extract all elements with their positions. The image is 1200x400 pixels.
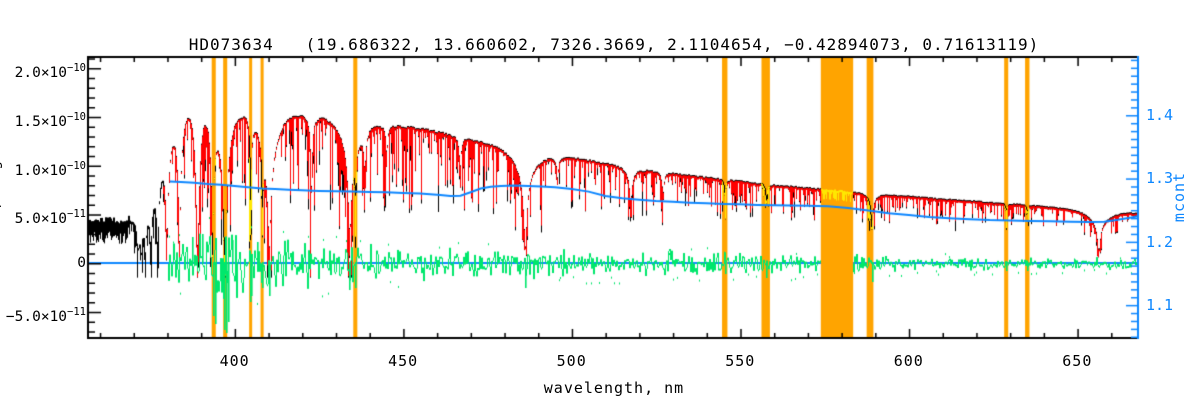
y-right-tick-label: 1.1 xyxy=(1146,295,1174,314)
y-right-tick-label: 1.3 xyxy=(1146,169,1174,188)
y-axis-left-label-clipped: flux, ergs xyxy=(0,149,3,251)
y-left-tick-label: −5.0×10−11 xyxy=(5,305,86,325)
y-left-tick-label: 0 xyxy=(77,255,86,272)
x-tick-label: 400 xyxy=(219,352,250,370)
x-tick-label: 450 xyxy=(388,352,419,370)
x-tick-label: 500 xyxy=(556,352,587,370)
y-left-tick-label: 2.0×10−10 xyxy=(14,62,86,81)
y-left-tick-label: 5.0×10−11 xyxy=(14,208,86,228)
x-axis-label: wavelength, nm xyxy=(543,379,685,397)
y-right-tick-label: 1.2 xyxy=(1146,232,1174,251)
x-tick-label: 600 xyxy=(893,352,924,370)
y-axis-right-label: mcont xyxy=(1170,171,1188,223)
y-right-tick-label: 1.4 xyxy=(1146,106,1174,125)
x-tick-label: 550 xyxy=(725,352,756,370)
x-tick-label: 650 xyxy=(1062,352,1093,370)
y-left-tick-label: 1.0×10−10 xyxy=(14,159,86,179)
plot-title: HD073634 (19.686322, 13.660602, 7326.366… xyxy=(188,35,1040,54)
y-left-tick-label: 1.5×10−10 xyxy=(14,110,86,130)
